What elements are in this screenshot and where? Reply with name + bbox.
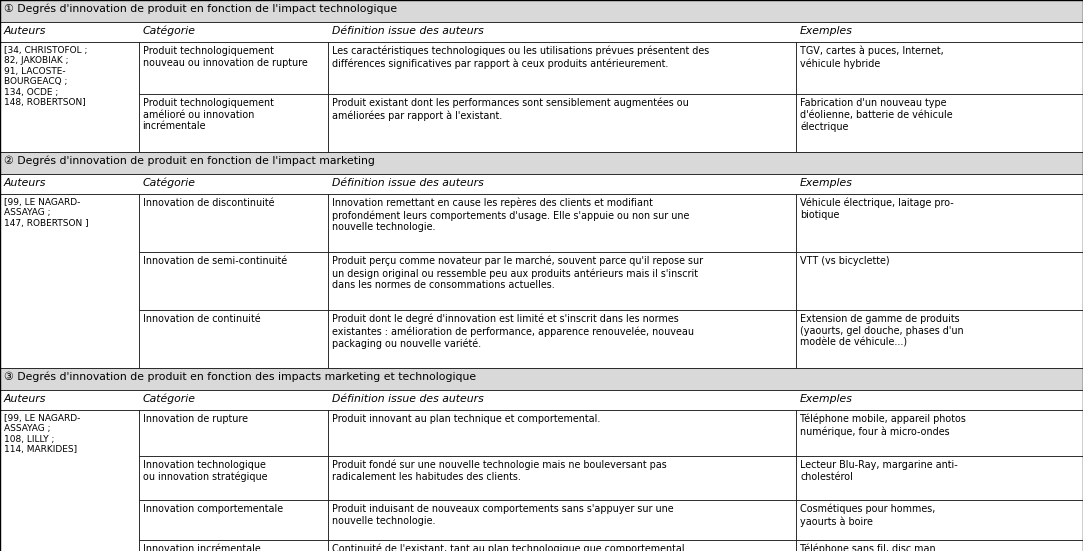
Text: [34, CHRISTOFOL ;
82, JAKOBIAK ;
91, LACOSTE-
BOURGEACQ ;
134, OCDE ;
148, ROBER: [34, CHRISTOFOL ; 82, JAKOBIAK ; 91, LAC… bbox=[4, 46, 88, 107]
Bar bbox=[328, 540, 796, 551]
Bar bbox=[328, 42, 796, 94]
Text: Exemples: Exemples bbox=[800, 178, 853, 188]
Bar bbox=[139, 500, 328, 540]
Bar bbox=[796, 42, 1083, 94]
Bar bbox=[328, 310, 796, 368]
Text: Téléphone mobile, appareil photos
numérique, four à micro-ondes: Téléphone mobile, appareil photos numéri… bbox=[800, 414, 966, 437]
Text: Innovation comportementale: Innovation comportementale bbox=[143, 504, 283, 514]
Text: Produit technologiquement
amélioré ou innovation
incrémentale: Produit technologiquement amélioré ou in… bbox=[143, 98, 274, 131]
Bar bbox=[0, 368, 1083, 390]
Text: Produit dont le degré d'innovation est limité et s'inscrit dans les normes
exist: Produit dont le degré d'innovation est l… bbox=[332, 314, 694, 349]
Bar bbox=[0, 390, 1083, 410]
Bar bbox=[139, 94, 328, 152]
Text: Définition issue des auteurs: Définition issue des auteurs bbox=[332, 26, 484, 36]
Bar bbox=[796, 310, 1083, 368]
Text: [99, LE NAGARD-
ASSAYAG ;
108, LILLY ;
114, MARKIDES]: [99, LE NAGARD- ASSAYAG ; 108, LILLY ; 1… bbox=[4, 414, 80, 454]
Text: Définition issue des auteurs: Définition issue des auteurs bbox=[332, 178, 484, 188]
Bar bbox=[139, 540, 328, 551]
Text: Auteurs: Auteurs bbox=[4, 394, 47, 404]
Text: Produit existant dont les performances sont sensiblement augmentées ou
améliorée: Produit existant dont les performances s… bbox=[332, 98, 689, 121]
Text: Exemples: Exemples bbox=[800, 26, 853, 36]
Bar bbox=[796, 94, 1083, 152]
Text: Innovation de continuité: Innovation de continuité bbox=[143, 314, 260, 324]
Text: Produit perçu comme novateur par le marché, souvent parce qu'il repose sur
un de: Produit perçu comme novateur par le marc… bbox=[332, 256, 703, 290]
Text: Continuité de l'existant, tant au plan technologique que comportemental.: Continuité de l'existant, tant au plan t… bbox=[332, 544, 688, 551]
Text: Innovation de rupture: Innovation de rupture bbox=[143, 414, 248, 424]
Text: Produit innovant au plan technique et comportemental.: Produit innovant au plan technique et co… bbox=[332, 414, 601, 424]
Text: Exemples: Exemples bbox=[800, 394, 853, 404]
Bar bbox=[328, 252, 796, 310]
Bar bbox=[796, 410, 1083, 456]
Text: ② Degrés d'innovation de produit en fonction de l'impact marketing: ② Degrés d'innovation de produit en fonc… bbox=[4, 156, 375, 166]
Bar bbox=[0, 152, 1083, 174]
Text: Catégorie: Catégorie bbox=[143, 26, 196, 36]
Bar bbox=[328, 194, 796, 252]
Text: ① Degrés d'innovation de produit en fonction de l'impact technologique: ① Degrés d'innovation de produit en fonc… bbox=[4, 4, 397, 14]
Bar bbox=[0, 410, 139, 551]
Text: Innovation incrémentale: Innovation incrémentale bbox=[143, 544, 260, 551]
Bar bbox=[0, 174, 1083, 194]
Bar bbox=[0, 194, 139, 368]
Bar bbox=[139, 42, 328, 94]
Bar bbox=[796, 194, 1083, 252]
Text: Téléphone sans fil, disc man: Téléphone sans fil, disc man bbox=[800, 544, 936, 551]
Text: Définition issue des auteurs: Définition issue des auteurs bbox=[332, 394, 484, 404]
Text: ③ Degrés d'innovation de produit en fonction des impacts marketing et technologi: ③ Degrés d'innovation de produit en fonc… bbox=[4, 372, 477, 382]
Bar bbox=[328, 500, 796, 540]
Text: Produit technologiquement
nouveau ou innovation de rupture: Produit technologiquement nouveau ou inn… bbox=[143, 46, 308, 68]
Bar bbox=[139, 310, 328, 368]
Text: Véhicule électrique, laitage pro-
biotique: Véhicule électrique, laitage pro- biotiq… bbox=[800, 198, 954, 220]
Bar bbox=[796, 500, 1083, 540]
Text: Catégorie: Catégorie bbox=[143, 394, 196, 404]
Bar bbox=[796, 456, 1083, 500]
Bar bbox=[139, 194, 328, 252]
Text: Innovation de discontinuité: Innovation de discontinuité bbox=[143, 198, 274, 208]
Text: TGV, cartes à puces, Internet,
véhicule hybride: TGV, cartes à puces, Internet, véhicule … bbox=[800, 46, 943, 69]
Text: Innovation technologique
ou innovation stratégique: Innovation technologique ou innovation s… bbox=[143, 460, 268, 482]
Bar bbox=[139, 252, 328, 310]
Bar bbox=[139, 410, 328, 456]
Text: Auteurs: Auteurs bbox=[4, 26, 47, 36]
Text: Produit induisant de nouveaux comportements sans s'appuyer sur une
nouvelle tech: Produit induisant de nouveaux comporteme… bbox=[332, 504, 674, 526]
Text: Innovation de semi-continuité: Innovation de semi-continuité bbox=[143, 256, 287, 266]
Bar bbox=[328, 94, 796, 152]
Text: Produit fondé sur une nouvelle technologie mais ne bouleversant pas
radicalement: Produit fondé sur une nouvelle technolog… bbox=[332, 460, 667, 482]
Text: VTT (vs bicyclette): VTT (vs bicyclette) bbox=[800, 256, 889, 266]
Bar bbox=[328, 456, 796, 500]
Bar bbox=[0, 22, 1083, 42]
Text: Innovation remettant en cause les repères des clients et modifiant
profondément : Innovation remettant en cause les repère… bbox=[332, 198, 690, 233]
Text: Extension de gamme de produits
(yaourts, gel douche, phases d'un
modèle de véhic: Extension de gamme de produits (yaourts,… bbox=[800, 314, 964, 347]
Text: Lecteur Blu-Ray, margarine anti-
cholestérol: Lecteur Blu-Ray, margarine anti- cholest… bbox=[800, 460, 957, 482]
Text: Les caractéristiques technologiques ou les utilisations prévues présentent des
d: Les caractéristiques technologiques ou l… bbox=[332, 46, 709, 69]
Text: Auteurs: Auteurs bbox=[4, 178, 47, 188]
Text: [99, LE NAGARD-
ASSAYAG ;
147, ROBERTSON ]: [99, LE NAGARD- ASSAYAG ; 147, ROBERTSON… bbox=[4, 198, 89, 228]
Bar bbox=[139, 456, 328, 500]
Bar bbox=[796, 252, 1083, 310]
Bar bbox=[0, 0, 1083, 22]
Bar bbox=[0, 42, 139, 152]
Text: Catégorie: Catégorie bbox=[143, 178, 196, 188]
Bar bbox=[328, 410, 796, 456]
Bar bbox=[796, 540, 1083, 551]
Text: Cosmétiques pour hommes,
yaourts à boire: Cosmétiques pour hommes, yaourts à boire bbox=[800, 504, 936, 527]
Text: Fabrication d'un nouveau type
d'éolienne, batterie de véhicule
électrique: Fabrication d'un nouveau type d'éolienne… bbox=[800, 98, 953, 132]
